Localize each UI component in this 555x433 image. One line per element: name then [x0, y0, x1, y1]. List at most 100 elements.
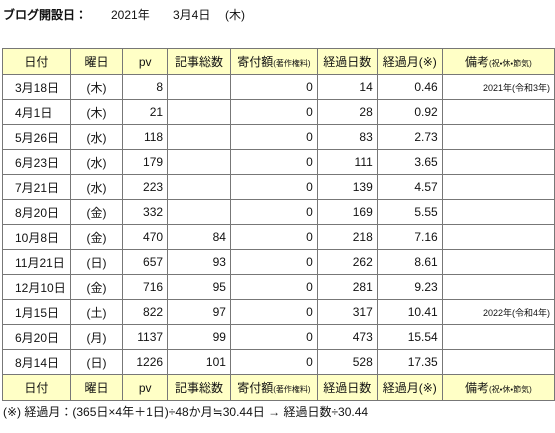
pv: 470 [143, 230, 164, 244]
data-row: 1月15日 (土) 822 97 0 317 10.41 2022年(令和4年) [2, 299, 555, 325]
article-count: 93 [212, 255, 226, 269]
date-cell: 7月21日 [2, 174, 71, 200]
opening-year: 2021年 [111, 8, 150, 22]
pv-cell: 8 [122, 74, 169, 100]
elapsed-months-cell: 4.57 [376, 174, 443, 200]
header-cell: 経過日数 [316, 374, 378, 401]
weekday-cell: (木) [69, 74, 124, 100]
header-cell: 記事総数 [167, 374, 231, 401]
weekday-cell: (金) [69, 199, 124, 225]
header-text: 寄付額 [237, 55, 274, 69]
elapsed-days-cell: 262 [316, 249, 378, 275]
date-cell: 10月8日 [2, 224, 71, 250]
header-text: 経過日数 [323, 55, 372, 69]
donation: 0 [306, 130, 313, 144]
pv: 716 [143, 280, 164, 294]
weekday-cell: (金) [69, 274, 124, 300]
header-text: 日付 [24, 55, 49, 69]
elapsed-days-cell: 111 [316, 149, 378, 175]
pv: 179 [143, 155, 164, 169]
date-cell: 12月10日 [2, 274, 71, 300]
elapsed-days-cell: 317 [316, 299, 378, 325]
header-row: 日付 曜日 pv 記事総数 寄付額(著作権料) 経過日数 経過月(※) 備考(祝・休・節気) [2, 374, 555, 401]
article-count-cell [167, 199, 231, 225]
elapsed-days-cell: 169 [316, 199, 378, 225]
pv-cell: 332 [122, 199, 169, 225]
elapsed-months-cell: 0.46 [376, 74, 443, 100]
date-cell: 5月26日 [2, 124, 71, 150]
donation: 0 [306, 255, 313, 269]
elapsed-months: 5.55 [414, 205, 438, 219]
date: 8月14日 [15, 355, 60, 370]
donation-cell: 0 [229, 74, 318, 100]
elapsed-months-cell: 9.23 [376, 274, 443, 300]
elapsed-days: 111 [354, 155, 373, 169]
article-count: 84 [212, 230, 226, 244]
header-text: 記事総数 [175, 381, 224, 395]
elapsed-months: 15.54 [407, 330, 438, 344]
elapsed-days: 528 [352, 355, 373, 369]
donation: 0 [306, 105, 313, 119]
donation: 0 [306, 330, 313, 344]
data-row: 6月23日 (水) 179 0 111 3.65 [2, 149, 555, 175]
elapsed-months-cell: 2.73 [376, 124, 443, 150]
header-text: 経過日数 [323, 381, 372, 395]
remarks: 2021年(令和3年) [482, 82, 550, 93]
header-text: 備考 [464, 55, 489, 69]
header-subtext: (祝・休・節気) [488, 59, 532, 68]
weekday: (日) [86, 355, 107, 370]
elapsed-months-cell: 15.54 [376, 324, 443, 350]
pv-cell: 716 [122, 274, 169, 300]
header-row: 日付 曜日 pv 記事総数 寄付額(著作権料) 経過日数 経過月(※) 備考(祝・休・節気) [2, 48, 555, 75]
article-count-cell: 93 [167, 249, 231, 275]
pv: 118 [143, 130, 164, 144]
article-count-cell: 84 [167, 224, 231, 250]
weekday: (水) [86, 155, 107, 170]
header-cell: 寄付額(著作権料) [229, 48, 318, 75]
article-count: 99 [212, 330, 226, 344]
pv-cell: 118 [122, 124, 169, 150]
weekday-cell: (日) [69, 349, 124, 375]
remarks-cell [441, 224, 555, 250]
header-cell: 経過月(※) [376, 48, 443, 75]
opening-date: ブログ開設日： 2021年 3月4日 (木) [3, 6, 245, 24]
pv: 332 [143, 205, 164, 219]
pv-cell: 223 [122, 174, 169, 200]
remarks-cell [441, 274, 555, 300]
weekday: (水) [86, 130, 107, 145]
table-body: 日付 曜日 pv 記事総数 寄付額(著作権料) 経過日数 経過月(※) 備考(祝・休・節気) 3… [2, 48, 555, 401]
date: 6月20日 [15, 330, 60, 345]
remarks-cell [441, 99, 555, 125]
elapsed-months: 0.46 [414, 80, 438, 94]
header-cell: 記事総数 [167, 48, 231, 75]
donation-cell: 0 [229, 274, 318, 300]
header-text: 経過月(※) [382, 55, 437, 69]
elapsed-days-cell: 83 [316, 124, 378, 150]
elapsed-months: 7.16 [414, 230, 438, 244]
date-cell: 3月18日 [2, 74, 71, 100]
weekday-cell: (水) [69, 174, 124, 200]
donation-cell: 0 [229, 149, 318, 175]
elapsed-months: 2.73 [414, 130, 438, 144]
elapsed-months: 4.57 [414, 180, 438, 194]
date: 1月15日 [15, 305, 60, 320]
elapsed-days: 473 [352, 330, 373, 344]
elapsed-days: 317 [352, 305, 373, 319]
elapsed-days: 281 [352, 280, 373, 294]
donation: 0 [306, 230, 313, 244]
opening-weekday: (木) [225, 8, 245, 22]
date: 4月1日 [15, 105, 53, 120]
data-row: 10月8日 (金) 470 84 0 218 7.16 [2, 224, 555, 250]
donation-cell: 0 [229, 174, 318, 200]
pv-cell: 21 [122, 99, 169, 125]
date: 5月26日 [15, 130, 60, 145]
date: 6月23日 [15, 155, 60, 170]
elapsed-days-cell: 281 [316, 274, 378, 300]
elapsed-months-cell: 5.55 [376, 199, 443, 225]
donation: 0 [306, 355, 313, 369]
date-cell: 1月15日 [2, 299, 71, 325]
date-cell: 6月23日 [2, 149, 71, 175]
elapsed-months: 10.41 [407, 305, 438, 319]
weekday-cell: (金) [69, 224, 124, 250]
elapsed-days: 28 [359, 105, 373, 119]
